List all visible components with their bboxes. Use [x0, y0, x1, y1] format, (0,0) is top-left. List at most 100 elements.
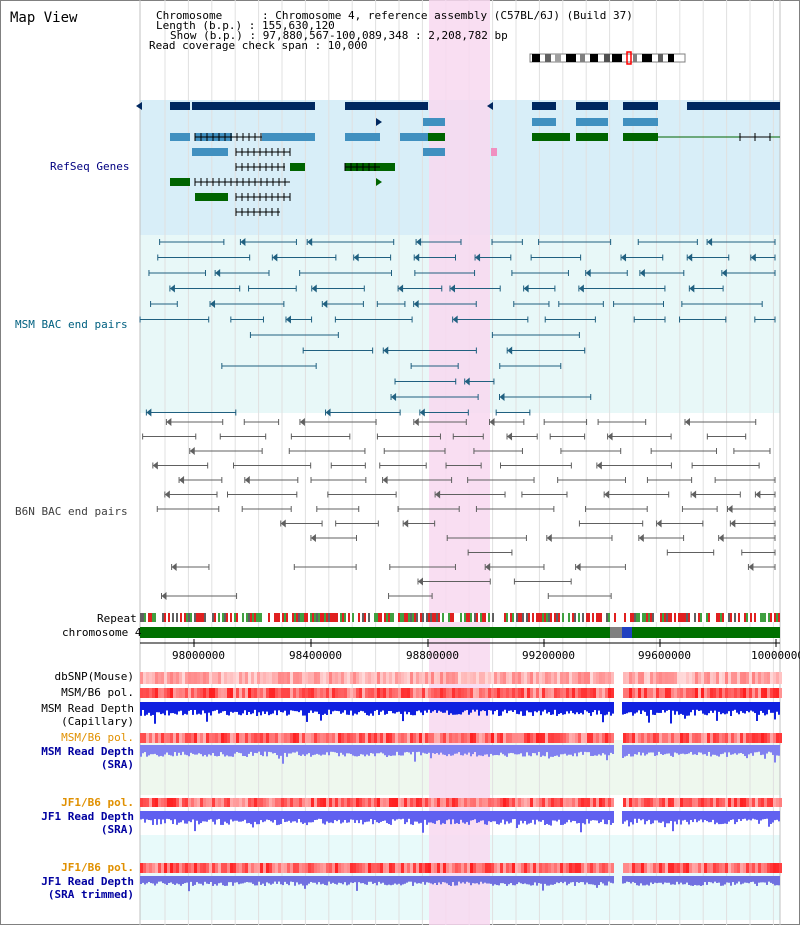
depth-bar [718, 811, 720, 825]
depth-bar [508, 745, 510, 754]
depth-bar [342, 745, 344, 755]
depth-bar [530, 745, 532, 757]
repeat-mark [644, 613, 646, 622]
heat-cell [473, 733, 476, 743]
depth-bar [278, 745, 280, 759]
heat-cell [242, 672, 245, 684]
depth-bar [590, 745, 592, 756]
heat-cell [422, 798, 425, 807]
heat-cell [245, 863, 248, 873]
depth-bar [464, 876, 466, 884]
gene-block [170, 178, 190, 186]
heat-cell [377, 672, 380, 684]
depth-bar [754, 811, 756, 820]
ideogram-band [555, 54, 561, 62]
depth-bar [182, 702, 184, 716]
depth-bar [670, 745, 672, 756]
depth-bar [536, 876, 538, 886]
depth-bar [580, 811, 582, 833]
heat-cell [248, 863, 251, 873]
heat-cell [581, 798, 584, 807]
depth-bar [690, 745, 692, 752]
depth-bar [770, 876, 772, 883]
depth-bar [400, 745, 402, 756]
depth-bar [332, 745, 334, 752]
depth-bar [342, 811, 344, 823]
heat-cell [779, 733, 782, 743]
depth-bar [356, 745, 358, 757]
heat-cell [440, 863, 443, 873]
repeat-mark [514, 613, 516, 622]
depth-bar [186, 745, 188, 756]
repeat-mark [396, 613, 398, 622]
depth-bar [356, 811, 358, 821]
heat-cell [566, 863, 569, 873]
depth-bar [226, 876, 228, 886]
depth-bar [434, 702, 436, 711]
heat-cell [740, 688, 743, 698]
heat-cell [743, 672, 746, 684]
heat-cell [380, 688, 383, 698]
depth-bar [682, 745, 684, 754]
refseq-genes-label[interactable]: RefSeq Genes [50, 160, 130, 173]
heat-cell [500, 733, 503, 743]
repeat-mark [774, 613, 776, 622]
depth-bar [654, 876, 656, 883]
heat-cell [485, 733, 488, 743]
bac-end-arrow [391, 393, 397, 401]
heat-cell [635, 733, 638, 743]
depth-bar [182, 876, 184, 885]
repeat-mark [392, 613, 394, 622]
depth-bar [236, 811, 238, 821]
heat-cell [488, 863, 491, 873]
depth-bar [694, 876, 696, 885]
depth-bar [434, 811, 436, 824]
depth-bar [394, 811, 396, 821]
repeat-mark [614, 613, 616, 622]
depth-bar [624, 702, 626, 714]
depth-bar [484, 702, 486, 712]
heat-cell [779, 798, 782, 807]
heat-cell [368, 798, 371, 807]
heat-cell [440, 688, 443, 698]
heat-cell [767, 672, 770, 684]
depth-bar [412, 702, 414, 716]
msm-bac-label[interactable]: MSM BAC end pairs [15, 318, 128, 331]
depth-bar [260, 811, 262, 821]
heat-cell [773, 733, 776, 743]
depth-bar [294, 702, 296, 712]
depth-bar [478, 876, 480, 885]
depth-bar [708, 702, 710, 714]
heat-cell [155, 688, 158, 698]
repeat-mark [492, 613, 494, 622]
heat-cell [602, 688, 605, 698]
depth-bar [778, 811, 780, 822]
depth-bar [332, 811, 334, 824]
depth-bar [456, 745, 458, 754]
repeat-mark [682, 613, 684, 622]
depth-bar [262, 811, 264, 823]
depth-bar [696, 702, 698, 710]
heat-cell [626, 733, 629, 743]
repeat-mark [506, 613, 508, 622]
heat-cell [728, 688, 731, 698]
depth-bar [704, 702, 706, 715]
heat-cell [575, 688, 578, 698]
depth-bar [324, 811, 326, 825]
depth-bar [170, 702, 172, 714]
heat-cell [533, 672, 536, 684]
depth-bar [380, 811, 382, 822]
depth-bar [676, 745, 678, 754]
depth-bar [768, 876, 770, 882]
bac-end-arrow [755, 490, 761, 499]
heat-cell [737, 733, 740, 743]
heat-cell [476, 672, 479, 684]
depth-bar [278, 876, 280, 882]
heat-cell [446, 798, 449, 807]
depth-bar [286, 745, 288, 757]
depth-bar [674, 702, 676, 715]
depth-bar [548, 876, 550, 886]
heat-cell [293, 672, 296, 684]
b6n-bac-label[interactable]: B6N BAC end pairs [15, 505, 128, 518]
depth-bar [538, 811, 540, 822]
